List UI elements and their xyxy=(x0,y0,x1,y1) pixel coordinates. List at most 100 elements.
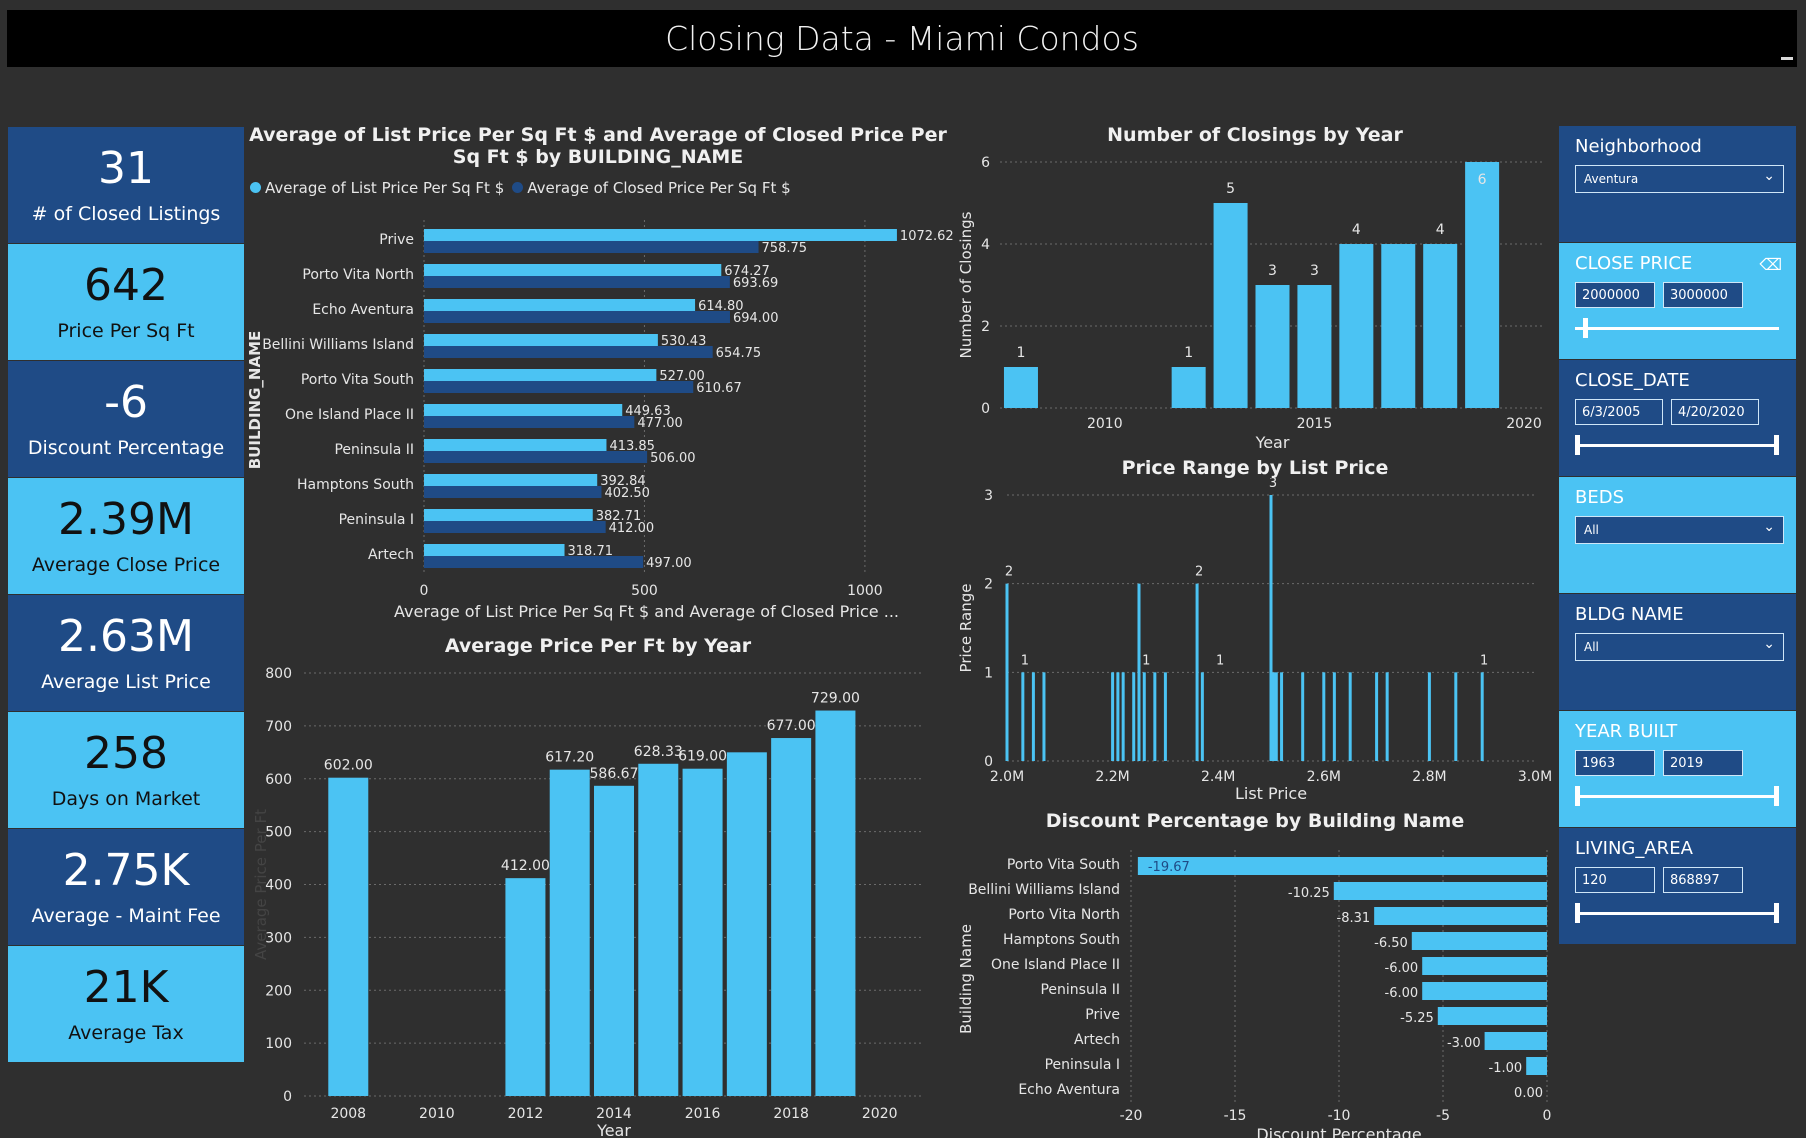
x-tick-label: 2010 xyxy=(419,1106,455,1122)
filter-beds: BEDS All ⌄ xyxy=(1559,477,1796,593)
slider-handle-min[interactable] xyxy=(1575,786,1580,806)
slider-handle-min[interactable] xyxy=(1583,318,1588,338)
close-price-slider[interactable] xyxy=(1575,318,1779,338)
y-tick-label: Hamptons South xyxy=(1003,932,1120,948)
kpi-value: 2.75K xyxy=(62,844,190,896)
data-label: 530.43 xyxy=(661,334,707,349)
year-built-min-input[interactable]: 1963 xyxy=(1575,750,1655,776)
bar xyxy=(1137,583,1141,761)
bar xyxy=(424,276,730,288)
data-label: 628.33 xyxy=(634,744,683,760)
chart-price-range-by-list-price[interactable]: 0 1 2 3 2.0M 2.2M 2.4M 2.6M 2.8M 3.0M List Price Pr… xyxy=(955,478,1555,808)
bar xyxy=(424,416,635,428)
x-tick-label: 2.4M xyxy=(1201,769,1235,785)
data-label: 4 xyxy=(1352,222,1361,238)
legend-item[interactable]: Average of List Price Per Sq Ft $ xyxy=(265,179,505,197)
chart-closings-by-year[interactable]: 0 2 4 6 2010 2015 2020 Year Number of Closings 1 1… xyxy=(955,148,1555,458)
bar xyxy=(1301,672,1305,761)
y-tick-label: Porto Vita North xyxy=(302,267,414,283)
bar xyxy=(1374,907,1547,925)
filter-title: LIVING_AREA xyxy=(1575,838,1693,859)
kpi-label: Average - Maint Fee xyxy=(31,905,221,928)
y-tick-label: Artech xyxy=(368,547,414,563)
x-axis-label: Year xyxy=(1255,433,1290,452)
data-label: 4 xyxy=(1436,222,1445,238)
y-tick-label: 0 xyxy=(283,1089,292,1105)
y-axis-label: Number of Closings xyxy=(957,211,975,358)
y-tick-label: 1 xyxy=(984,665,993,681)
chart-title-closings: Number of Closings by Year xyxy=(1107,124,1403,146)
x-tick-label: -5 xyxy=(1436,1108,1450,1124)
year-built-slider[interactable] xyxy=(1575,786,1779,806)
neighborhood-dropdown[interactable]: Aventura ⌄ xyxy=(1575,165,1784,193)
bar xyxy=(1153,672,1157,761)
kpi-card-days-on-market: 258 Days on Market xyxy=(8,712,244,828)
data-label: 758.75 xyxy=(762,241,808,256)
bar xyxy=(1042,672,1046,761)
y-tick-label: Bellini Williams Island xyxy=(968,882,1120,898)
bar xyxy=(1269,495,1273,761)
data-label: -10.25 xyxy=(1288,886,1330,901)
kpi-label: Average Close Price xyxy=(31,554,221,577)
x-tick-label: 2010 xyxy=(1087,416,1123,432)
chart-discount-by-building[interactable]: -20 -15 -10 -5 0 Discount Percentage Building … xyxy=(955,838,1555,1138)
bar xyxy=(1381,244,1416,408)
slider-handle-min[interactable] xyxy=(1575,435,1580,455)
living-area-slider[interactable] xyxy=(1575,903,1779,923)
bar xyxy=(424,381,694,393)
y-tick-label: One Island Place II xyxy=(285,407,414,423)
close-date-start-input[interactable]: 6/3/2005 xyxy=(1575,399,1663,425)
bar xyxy=(1339,244,1374,408)
slider-handle-max[interactable] xyxy=(1774,435,1779,455)
chart-avg-price-per-ft-by-year[interactable]: 0 100 200 300 400 500 600 700 800 2008 2010 2012 201… xyxy=(244,660,964,1138)
x-axis-label: Average of List Price Per Sq Ft $ and Av… xyxy=(394,602,899,621)
legend-item[interactable]: Average of Closed Price Per Sq Ft $ xyxy=(527,179,791,197)
bldg-name-dropdown[interactable]: All ⌄ xyxy=(1575,633,1784,661)
page-title: Closing Data - Miami Condos xyxy=(665,19,1139,58)
filter-title: Neighborhood xyxy=(1575,136,1702,157)
data-label: 617.20 xyxy=(545,750,594,766)
x-tick-label: -20 xyxy=(1120,1108,1143,1124)
beds-dropdown[interactable]: All ⌄ xyxy=(1575,516,1784,544)
chart-list-vs-closed-by-building[interactable]: 0 500 1000 Average of List Price Per Sq Ft … xyxy=(244,200,964,625)
bar xyxy=(1116,672,1120,761)
close-price-min-input[interactable]: 2000000 xyxy=(1575,282,1655,308)
slider-handle-max[interactable] xyxy=(1774,786,1779,806)
kpi-value: 31 xyxy=(98,142,154,194)
bar xyxy=(1385,672,1389,761)
bar xyxy=(771,738,812,1096)
data-label: 619.00 xyxy=(678,749,727,765)
kpi-value: 2.39M xyxy=(58,493,194,545)
data-label: 729.00 xyxy=(811,691,860,707)
y-tick-label: 700 xyxy=(265,719,292,735)
close-date-slider[interactable] xyxy=(1575,435,1779,455)
y-tick-label: Echo Aventura xyxy=(1018,1082,1120,1098)
minimize-icon[interactable] xyxy=(1781,57,1793,60)
chart-title-list-vs-closed: Average of List Price Per Sq Ft $ and Av… xyxy=(249,124,947,168)
kpi-label: Price Per Sq Ft xyxy=(57,320,195,343)
filter-title: BLDG NAME xyxy=(1575,604,1684,625)
year-built-max-input[interactable]: 2019 xyxy=(1663,750,1743,776)
data-label: -1.00 xyxy=(1489,1061,1523,1076)
bar xyxy=(424,451,648,463)
kpi-value: 642 xyxy=(84,259,168,311)
data-label: 5 xyxy=(1226,181,1235,197)
bar xyxy=(424,369,657,381)
living-area-max-input[interactable]: 868897 xyxy=(1663,867,1743,893)
kpi-value: 21K xyxy=(83,961,169,1013)
y-tick-label: Echo Aventura xyxy=(312,302,414,318)
slider-handle-max[interactable] xyxy=(1774,903,1779,923)
y-tick-label: Artech xyxy=(1074,1032,1120,1048)
bar xyxy=(1003,367,1038,408)
living-area-min-input[interactable]: 120 xyxy=(1575,867,1655,893)
bar xyxy=(1454,672,1458,761)
close-price-max-input[interactable]: 3000000 xyxy=(1663,282,1743,308)
x-tick-label: -15 xyxy=(1224,1108,1247,1124)
bar xyxy=(424,264,722,276)
clear-filter-icon[interactable]: ⌫ xyxy=(1759,255,1782,274)
slider-handle-min[interactable] xyxy=(1575,903,1580,923)
bar xyxy=(1375,672,1379,761)
data-label: 674.27 xyxy=(724,264,770,279)
y-tick-label: 2 xyxy=(984,577,993,593)
close-date-end-input[interactable]: 4/20/2020 xyxy=(1671,399,1759,425)
